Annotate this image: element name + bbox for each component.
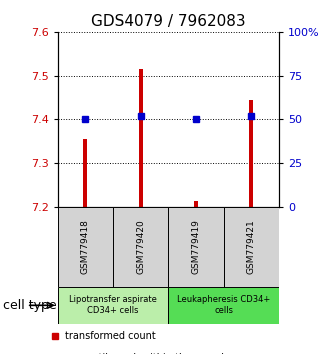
Bar [224, 207, 279, 287]
Text: transformed count: transformed count [65, 331, 155, 341]
Text: GSM779418: GSM779418 [81, 219, 90, 274]
Text: percentile rank within the sample: percentile rank within the sample [65, 353, 230, 354]
Bar [194, 200, 198, 207]
Text: Leukapheresis CD34+
cells: Leukapheresis CD34+ cells [177, 295, 270, 315]
Title: GDS4079 / 7962083: GDS4079 / 7962083 [91, 14, 246, 29]
Text: GSM779421: GSM779421 [247, 219, 256, 274]
Text: GSM779419: GSM779419 [191, 219, 200, 274]
Bar [83, 139, 87, 207]
Bar [58, 207, 113, 287]
Bar [249, 100, 253, 207]
Bar [58, 287, 168, 324]
Bar [168, 287, 279, 324]
Text: cell type: cell type [3, 299, 57, 312]
Text: GSM779420: GSM779420 [136, 219, 145, 274]
Text: Lipotransfer aspirate
CD34+ cells: Lipotransfer aspirate CD34+ cells [69, 295, 157, 315]
Bar [113, 207, 168, 287]
Bar [168, 207, 224, 287]
Bar [139, 69, 143, 207]
